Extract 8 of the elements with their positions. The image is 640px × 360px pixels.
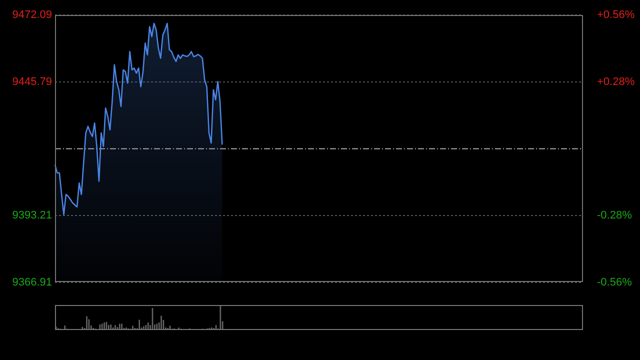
y-tick-label: 9445.79 [12, 76, 52, 88]
y-tick-label: 9472.09 [12, 9, 52, 22]
y2-tick-label: -0.28% [597, 210, 632, 222]
y2-tick-label: +0.28% [597, 76, 635, 88]
y2-tick-label: +0.56% [597, 9, 635, 22]
y-tick-label: 9366.91 [12, 276, 52, 288]
y-tick-label: 9393.21 [12, 210, 52, 222]
y2-tick-label: -0.56% [597, 276, 632, 288]
